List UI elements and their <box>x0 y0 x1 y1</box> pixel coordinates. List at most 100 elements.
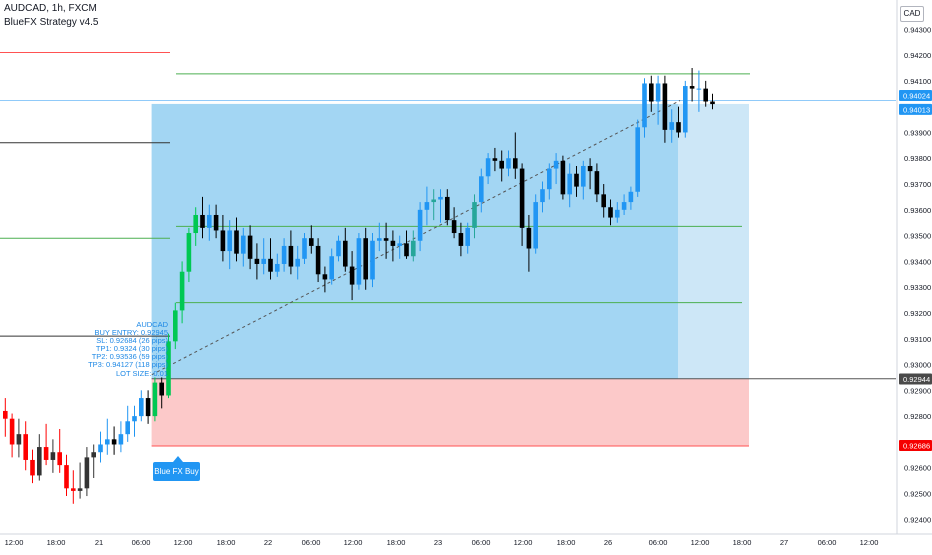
candle-body <box>343 240 348 267</box>
candle-body <box>601 194 606 208</box>
price-tick-label: 0.94300 <box>904 25 931 34</box>
candle-body <box>417 209 423 241</box>
time-tick-label: 06:00 <box>472 538 491 547</box>
candle-body <box>166 341 171 396</box>
candle-body <box>84 457 90 489</box>
candle-body <box>472 202 477 228</box>
candle-body <box>213 214 219 231</box>
price-tick-label: 0.93200 <box>904 309 931 318</box>
candle-body <box>302 238 307 259</box>
candle-body <box>669 122 674 130</box>
info-line: BUY ENTRY: 0.92945 <box>94 328 168 338</box>
candle-body <box>71 488 76 491</box>
candle-body <box>404 243 409 257</box>
candle-body <box>560 160 566 195</box>
symbol-title: AUDCAD, 1h, FXCM <box>4 3 97 14</box>
candle-body <box>383 238 389 241</box>
time-tick-label: 22 <box>264 538 272 547</box>
candle-body <box>513 158 518 169</box>
candle-body <box>662 83 668 130</box>
candle-body <box>37 447 42 476</box>
candle-body <box>465 227 470 246</box>
candle-body <box>547 168 552 190</box>
info-line: AUDCAD <box>136 320 168 329</box>
time-tick-label: 18:00 <box>387 538 406 547</box>
price-badge-label: 0.94013 <box>903 105 930 114</box>
candle-body <box>30 459 35 476</box>
price-badge-label: 0.92686 <box>903 442 930 451</box>
time-tick-label: 18:00 <box>47 538 66 547</box>
candle-body <box>696 88 702 90</box>
price-badge <box>899 89 932 101</box>
candle-body <box>526 227 532 249</box>
loss-zone <box>151 378 750 447</box>
candle-body <box>703 88 708 102</box>
candle-body <box>261 258 266 264</box>
candle-body <box>254 258 260 264</box>
price-tick-label: 0.92800 <box>904 412 931 421</box>
candle-body <box>553 160 559 169</box>
candle-body <box>533 202 538 249</box>
candle-body <box>479 176 484 203</box>
candle-body <box>186 233 192 272</box>
candle-body <box>594 171 600 195</box>
time-tick-label: 12:00 <box>174 538 193 547</box>
candle-body <box>458 233 464 246</box>
candle-body <box>397 243 402 246</box>
candle-body <box>220 230 226 252</box>
candle-body <box>411 240 416 257</box>
candle-body <box>23 434 28 460</box>
candle-body <box>370 240 375 280</box>
candle-body <box>3 410 8 419</box>
info-line: TP1: 0.9324 (30 pips) <box>95 344 168 354</box>
candle-body <box>57 452 62 466</box>
candle-body <box>329 256 334 280</box>
price-tick-label: 0.92600 <box>904 464 931 473</box>
candle-body <box>424 202 430 210</box>
candle-body <box>567 173 572 195</box>
currency-button[interactable]: CAD <box>900 6 924 22</box>
time-tick-label: 06:00 <box>132 538 151 547</box>
price-badge <box>899 440 932 452</box>
candle-body <box>336 240 341 257</box>
candle-body <box>431 199 436 203</box>
candle-body <box>492 158 498 161</box>
candle-body <box>275 263 280 272</box>
candle-body <box>499 160 504 169</box>
time-tick-label: 06:00 <box>818 538 837 547</box>
candle-body <box>445 196 450 221</box>
candle-body <box>105 439 110 445</box>
time-tick-label: 26 <box>604 538 612 547</box>
price-tick-label: 0.93000 <box>904 361 931 370</box>
candle-body <box>377 238 382 241</box>
time-tick-label: 18:00 <box>733 538 752 547</box>
price-tick-label: 0.92500 <box>904 489 931 498</box>
candle-body <box>438 196 443 200</box>
strategy-title: BlueFX Strategy v4.5 <box>4 17 99 28</box>
price-tick-label: 0.93900 <box>904 128 931 137</box>
candle-body <box>111 439 117 445</box>
time-tick-label: 18:00 <box>217 538 236 547</box>
time-tick-label: 12:00 <box>514 538 533 547</box>
candle-body <box>159 382 164 396</box>
candle-body <box>451 220 457 234</box>
candle-body <box>64 465 69 489</box>
info-line: TP2: 0.93536 (59 pips) <box>91 352 168 362</box>
candle-body <box>689 86 695 89</box>
time-tick-label: 12:00 <box>344 538 363 547</box>
price-tick-label: 0.94200 <box>904 51 931 60</box>
price-badge-label: 0.92944 <box>903 375 930 384</box>
candle-body <box>315 245 321 275</box>
candle-body <box>200 214 205 228</box>
candle-body <box>241 235 246 254</box>
time-tick-label: 06:00 <box>649 538 668 547</box>
candle-body <box>281 245 287 264</box>
candle-body <box>132 416 137 422</box>
buy-signal-label[interactable]: Blue FX Buy <box>153 456 200 481</box>
candle-body <box>139 398 144 417</box>
time-tick-label: 23 <box>434 538 442 547</box>
candle-body <box>574 173 579 187</box>
time-tick-label: 27 <box>780 538 788 547</box>
candle-body <box>43 447 49 460</box>
